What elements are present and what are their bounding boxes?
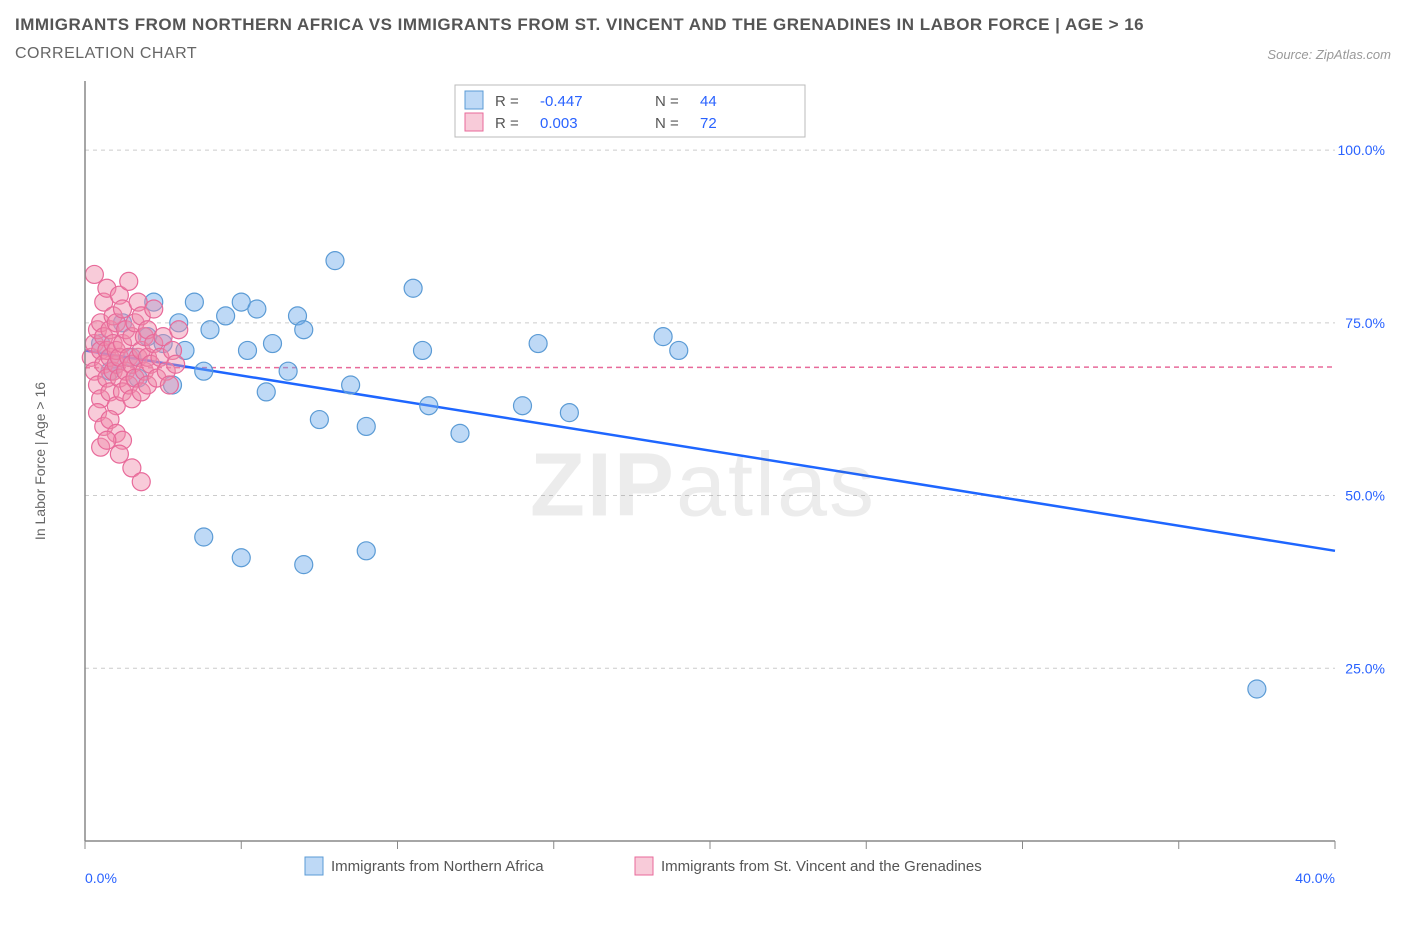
source-name: ZipAtlas.com (1316, 47, 1391, 62)
source-credit: Source: ZipAtlas.com (1267, 47, 1391, 62)
chart-container: 25.0% 50.0% 75.0% 100.0% 0.0% 40.0% In Labor F… (15, 71, 1391, 901)
data-point (654, 328, 672, 346)
data-point (514, 397, 532, 415)
stats-n-label: N = (655, 93, 679, 110)
legend-swatch (305, 857, 323, 875)
data-point (264, 335, 282, 353)
data-point (145, 300, 163, 318)
data-point (239, 341, 257, 359)
data-point (195, 362, 213, 380)
data-point (167, 355, 185, 373)
stats-r-label: R = (495, 93, 519, 110)
stats-swatch (465, 113, 483, 131)
stats-swatch (465, 91, 483, 109)
data-point (1248, 680, 1266, 698)
data-point (310, 411, 328, 429)
data-point (195, 528, 213, 546)
data-point (98, 431, 116, 449)
data-point (217, 307, 235, 325)
data-point (357, 417, 375, 435)
legend-label: Immigrants from St. Vincent and the Gren… (661, 858, 982, 875)
data-point (326, 252, 344, 270)
data-point (160, 376, 178, 394)
data-point (132, 473, 150, 491)
data-point (232, 549, 250, 567)
x-tick-label: 40.0% (1295, 870, 1335, 886)
y-tick-label: 25.0% (1345, 660, 1385, 676)
data-point (295, 321, 313, 339)
data-point (120, 272, 138, 290)
stats-n-value: 44 (700, 93, 717, 110)
y-axis-label: In Labor Force | Age > 16 (32, 382, 48, 540)
stats-r-value: -0.447 (540, 93, 583, 110)
data-point (670, 341, 688, 359)
regression-line (85, 350, 1335, 550)
data-point (420, 397, 438, 415)
data-point (185, 293, 203, 311)
data-point (414, 341, 432, 359)
stats-r-value: 0.003 (540, 115, 578, 132)
data-point (451, 424, 469, 442)
data-point (342, 376, 360, 394)
stats-n-label: N = (655, 115, 679, 132)
legend-swatch (635, 857, 653, 875)
y-tick-label: 100.0% (1338, 142, 1385, 158)
source-label: Source: (1267, 47, 1312, 62)
data-point (357, 542, 375, 560)
stats-n-value: 72 (700, 115, 717, 132)
scatter-chart: 25.0% 50.0% 75.0% 100.0% 0.0% 40.0% In Labor F… (15, 71, 1391, 901)
subtitle-row: CORRELATION CHART Source: ZipAtlas.com (15, 45, 1391, 63)
data-point (201, 321, 219, 339)
y-tick-label: 75.0% (1345, 315, 1385, 331)
y-tick-label: 50.0% (1345, 488, 1385, 504)
data-point (85, 265, 103, 283)
data-point (529, 335, 547, 353)
legend-label: Immigrants from Northern Africa (331, 858, 544, 875)
x-tick-label: 0.0% (85, 870, 117, 886)
data-point (170, 321, 188, 339)
data-point (257, 383, 275, 401)
data-point (110, 445, 128, 463)
data-point (279, 362, 297, 380)
data-point (295, 556, 313, 574)
stats-r-label: R = (495, 115, 519, 132)
page-title: IMMIGRANTS FROM NORTHERN AFRICA VS IMMIG… (15, 15, 1391, 35)
subtitle: CORRELATION CHART (15, 45, 197, 63)
data-point (404, 279, 422, 297)
data-point (248, 300, 266, 318)
regression-line (85, 367, 1335, 368)
data-point (560, 404, 578, 422)
